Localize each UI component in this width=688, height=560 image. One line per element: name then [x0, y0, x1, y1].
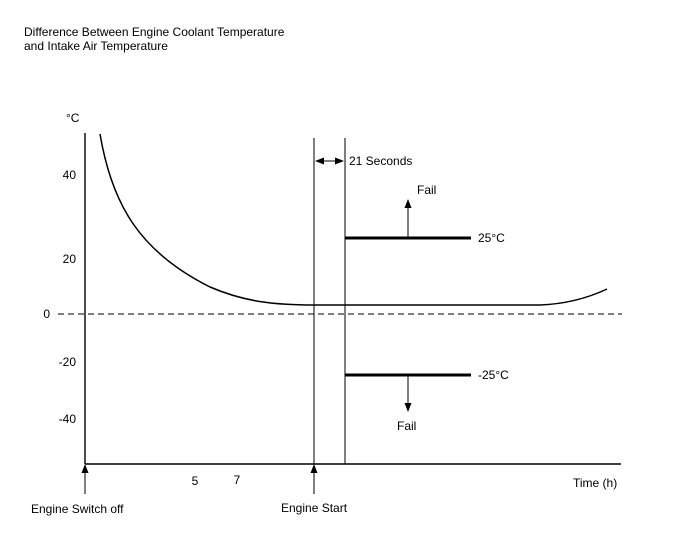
diagram-title-line-1: Difference Between Engine Coolant Temper… — [24, 25, 285, 39]
engine-start-arrowhead — [310, 464, 318, 473]
x-tick-5: 5 — [192, 474, 199, 488]
lower-fail-label: Fail — [397, 419, 416, 433]
x-axis-label: Time (h) — [573, 476, 617, 490]
x-tick-7: 7 — [234, 473, 241, 487]
engine-off-arrowhead — [81, 464, 89, 473]
y-tick-0: 0 — [43, 307, 50, 321]
diagram-title-line-2: and Intake Air Temperature — [24, 39, 168, 53]
upper-fail-label: Fail — [417, 183, 436, 197]
engine-off-label: Engine Switch off — [31, 502, 124, 516]
y-axis-unit: °C — [66, 111, 80, 125]
y-tick-20: 20 — [63, 252, 77, 266]
lower-fail-arrowhead — [404, 403, 412, 412]
engine-start-label: Engine Start — [281, 501, 348, 515]
y-tick-minus-40: -40 — [59, 412, 77, 426]
interval-arrowhead-left — [315, 157, 324, 165]
y-tick-minus-20: -20 — [59, 355, 77, 369]
upper-threshold-label: 25°C — [478, 231, 505, 245]
y-tick-40: 40 — [63, 168, 77, 182]
interval-label: 21 Seconds — [349, 154, 412, 168]
lower-threshold-label: -25°C — [478, 368, 509, 382]
interval-arrowhead-right — [335, 157, 344, 165]
temperature-difference-curve — [99, 133, 608, 306]
upper-fail-arrowhead — [404, 199, 412, 208]
